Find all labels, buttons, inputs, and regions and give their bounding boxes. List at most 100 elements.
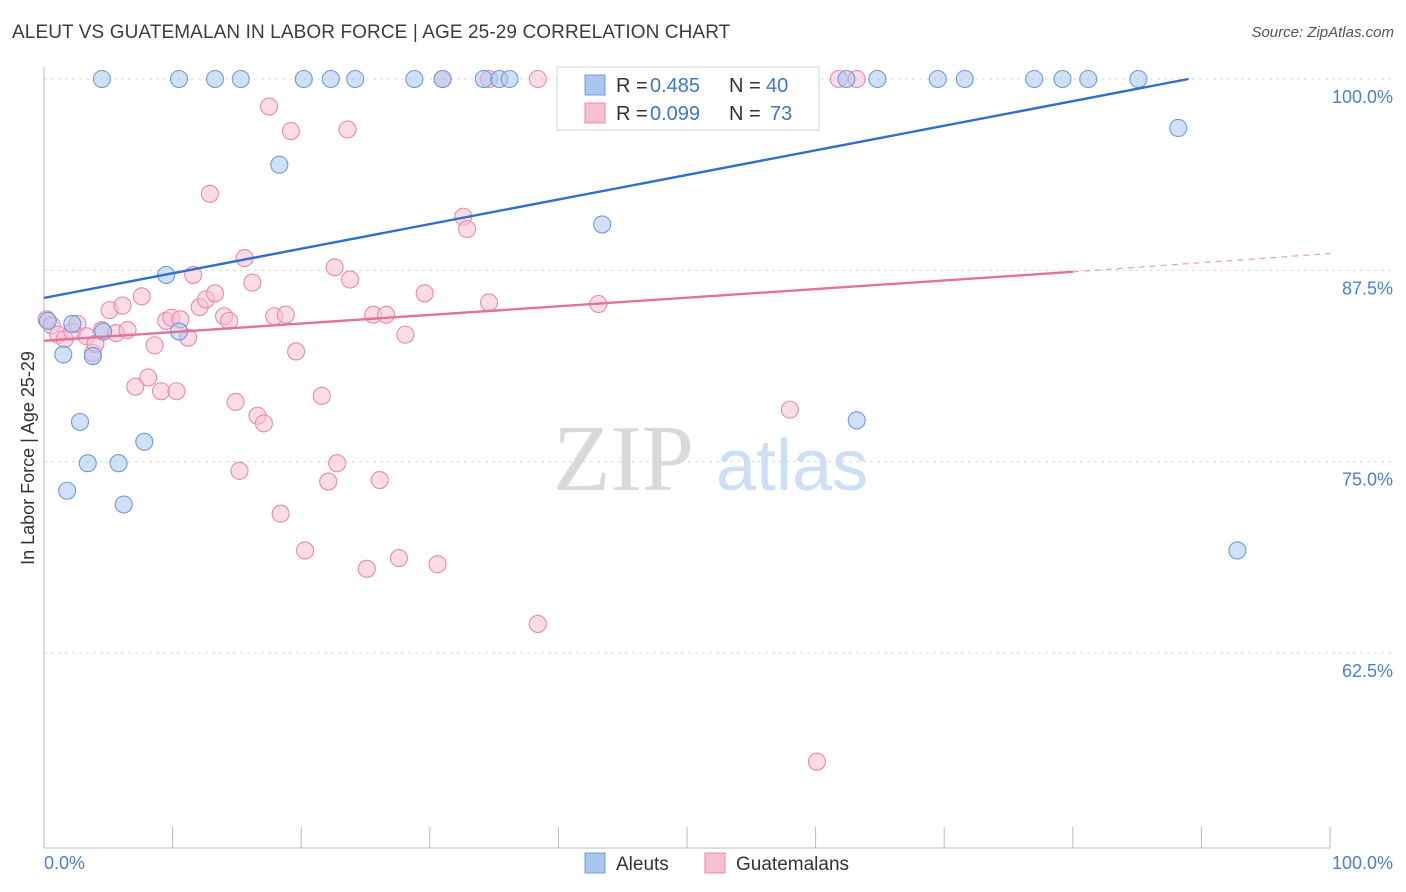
point-guatemalans [341, 270, 360, 289]
point-guatemalans [312, 386, 331, 405]
point-aleuts [1053, 69, 1072, 89]
point-guatemalans [145, 336, 164, 355]
point-aleuts [38, 311, 57, 330]
point-aleuts [928, 69, 947, 89]
point-guatemalans [276, 305, 295, 324]
point-aleuts [474, 69, 493, 89]
point-guatemalans [389, 549, 408, 568]
trend-line-guatemalans-extension [1072, 252, 1331, 273]
point-guatemalans [528, 614, 547, 633]
point-guatemalans [281, 121, 300, 141]
point-aleuts [63, 314, 82, 333]
point-guatemalans [254, 414, 273, 433]
point-guatemalans [259, 97, 279, 116]
point-aleuts [1228, 541, 1247, 560]
point-guatemalans [271, 504, 290, 523]
point-aleuts [58, 481, 77, 500]
point-aleuts [1129, 69, 1148, 89]
legend-r-label-guatemalans: R = [616, 103, 648, 125]
point-guatemalans [205, 284, 225, 303]
point-aleuts [231, 69, 250, 89]
watermark-atlas: atlas [716, 426, 868, 506]
legend-n-value-guatemalans: 73 [770, 103, 792, 125]
point-guatemalans [377, 305, 396, 324]
point-aleuts [1079, 69, 1098, 89]
stats-legend: R = 0.485 N = 40 R = 0.099 N = 73 [556, 66, 820, 131]
point-guatemalans [328, 454, 347, 473]
point-guatemalans [428, 555, 447, 574]
legend-swatch-aleuts [584, 74, 606, 96]
point-aleuts [114, 495, 133, 514]
point-guatemalans [126, 377, 145, 396]
watermark: ZIP atlas [553, 407, 868, 511]
legend-swatch-guatemalans [584, 102, 606, 124]
trend-line-aleuts [43, 77, 1189, 300]
point-aleuts [109, 454, 128, 473]
series-legend-label-guatemalans: Guatemalans [736, 854, 849, 875]
point-aleuts [868, 69, 887, 89]
point-guatemalans [357, 559, 376, 578]
point-aleuts [169, 69, 189, 89]
point-aleuts [78, 454, 97, 473]
point-aleuts [346, 69, 365, 89]
y-tick-label: 75.0% [1342, 470, 1393, 490]
point-guatemalans [780, 400, 799, 419]
point-aleuts [54, 345, 73, 364]
point-aleuts [321, 69, 340, 89]
y-tick-label: 62.5% [1342, 661, 1393, 681]
point-aleuts [294, 69, 313, 89]
x-tick-min: 0.0% [44, 853, 85, 873]
series-legend: Aleuts Guatemalans [584, 852, 849, 875]
point-guatemalans [132, 287, 151, 306]
data-points [37, 69, 1247, 771]
point-guatemalans [167, 382, 186, 401]
point-guatemalans [396, 325, 415, 344]
point-guatemalans [243, 273, 262, 292]
point-guatemalans [296, 541, 315, 560]
y-tick-labels: 100.0% 87.5% 75.0% 62.5% [1332, 87, 1393, 681]
watermark-zip: ZIP [553, 407, 694, 511]
point-guatemalans [319, 472, 338, 491]
legend-n-label-guatemalans: N = [729, 103, 761, 125]
point-guatemalans [287, 342, 306, 361]
point-aleuts [70, 412, 90, 431]
trend-lines [43, 77, 1331, 342]
point-aleuts [270, 155, 289, 174]
point-aleuts [405, 69, 424, 89]
point-aleuts [593, 215, 612, 234]
point-guatemalans [479, 293, 499, 312]
gridlines [44, 78, 1393, 654]
point-aleuts [92, 69, 111, 89]
y-tick-label: 100.0% [1332, 87, 1393, 107]
point-guatemalans [458, 219, 477, 239]
trend-line-guatemalans [43, 270, 1073, 342]
point-guatemalans [415, 284, 434, 303]
series-legend-label-aleuts: Aleuts [616, 854, 669, 875]
point-aleuts [1025, 69, 1044, 89]
point-aleuts [135, 432, 154, 451]
point-aleuts [500, 69, 519, 89]
point-guatemalans [151, 382, 171, 401]
point-guatemalans [370, 470, 389, 490]
series-legend-swatch-aleuts [584, 852, 606, 874]
axes [43, 67, 1331, 849]
legend-r-value-aleuts: 0.485 [650, 75, 700, 97]
chart-source: Source: ZipAtlas.com [1251, 24, 1394, 41]
point-guatemalans [528, 69, 547, 89]
point-guatemalans [325, 258, 344, 277]
legend-n-label-aleuts: N = [729, 75, 761, 97]
point-guatemalans [139, 368, 158, 387]
chart-title: ALEUT VS GUATEMALAN IN LABOR FORCE | AGE… [12, 22, 731, 43]
legend-r-label-aleuts: R = [616, 75, 648, 97]
legend-n-value-aleuts: 40 [766, 75, 788, 97]
series-legend-swatch-guatemalans [704, 852, 726, 874]
point-guatemalans [230, 461, 249, 480]
point-aleuts [837, 69, 856, 89]
point-guatemalans [226, 392, 245, 412]
point-guatemalans [200, 184, 219, 203]
legend-r-value-guatemalans: 0.099 [650, 103, 700, 125]
y-tick-label: 87.5% [1342, 278, 1393, 298]
x-tick-max: 100.0% [1332, 853, 1393, 873]
point-aleuts [847, 411, 866, 430]
